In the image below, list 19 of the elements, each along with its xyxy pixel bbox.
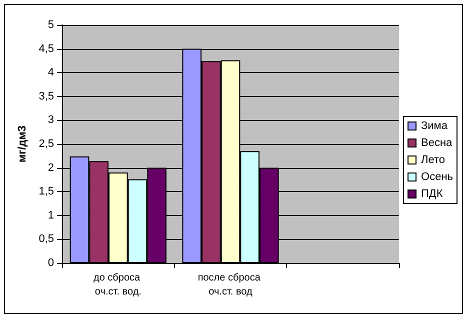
y-tick-label: 0,5 bbox=[38, 233, 54, 246]
y-tick-label: 5 bbox=[48, 19, 54, 31]
legend-label: Лето bbox=[421, 154, 446, 166]
y-tick-label: 0 bbox=[48, 257, 54, 269]
legend-label: ПДК bbox=[421, 188, 444, 200]
y-tick-label: 3,5 bbox=[38, 90, 54, 102]
legend-label: Зима bbox=[421, 120, 448, 132]
y-tick-label: 4 bbox=[48, 66, 54, 79]
x-tick-label: до сброса оч.ст. вод. bbox=[93, 272, 143, 298]
y-tick-label: 1,5 bbox=[38, 186, 54, 198]
x-tick-label: после сброса оч.ст. вод bbox=[198, 272, 264, 298]
y-tick-label: 3 bbox=[48, 114, 54, 126]
y-tick-label: 1 bbox=[48, 209, 54, 222]
y-tick-label: 2,5 bbox=[38, 138, 54, 150]
legend-label: Весна bbox=[421, 137, 454, 149]
legend-label: Осень bbox=[421, 171, 454, 183]
y-tick-label: 4,5 bbox=[38, 42, 54, 55]
y-axis-title: мг/дм3 bbox=[16, 125, 28, 163]
y-tick-label: 2 bbox=[48, 162, 54, 174]
